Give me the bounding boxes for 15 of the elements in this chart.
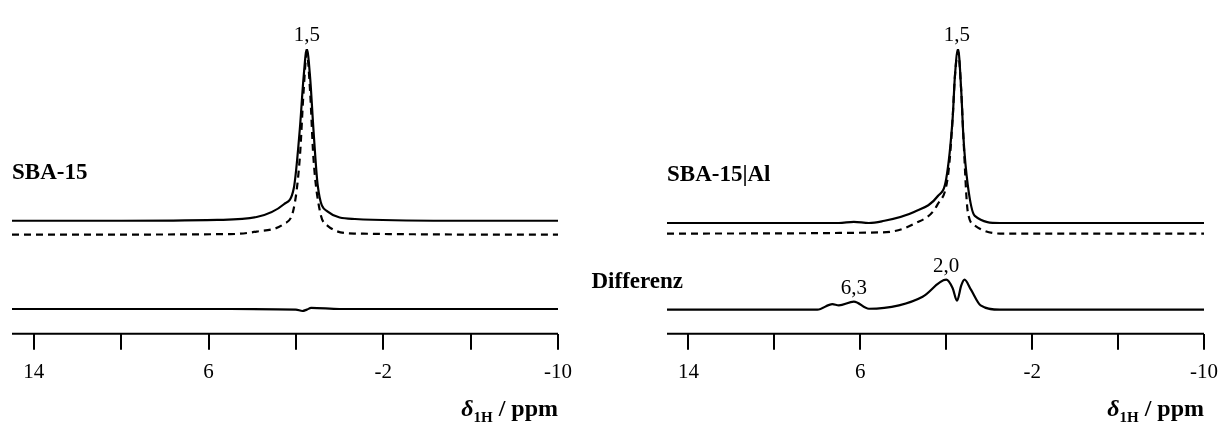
x-tick-label: -2 (374, 358, 393, 383)
series-label: Differenz (591, 267, 683, 293)
series-label: SBA-15 (12, 158, 88, 184)
annotation: 6,3 (840, 274, 867, 299)
series-label: SBA-15|Al (667, 161, 771, 187)
x-tick-label: 14 (23, 358, 45, 383)
x-tick-label: 14 (677, 358, 700, 383)
annotation: 1,5 (943, 22, 971, 46)
x-tick-label: 6 (203, 358, 214, 383)
x-tick-label: -2 (1023, 358, 1041, 383)
annotation: 1,5 (293, 22, 320, 46)
annotation: 2,0 (933, 252, 960, 277)
x-tick-label: -10 (1190, 358, 1218, 383)
x-tick-label: -10 (544, 358, 572, 383)
x-tick-label: 6 (855, 358, 866, 383)
